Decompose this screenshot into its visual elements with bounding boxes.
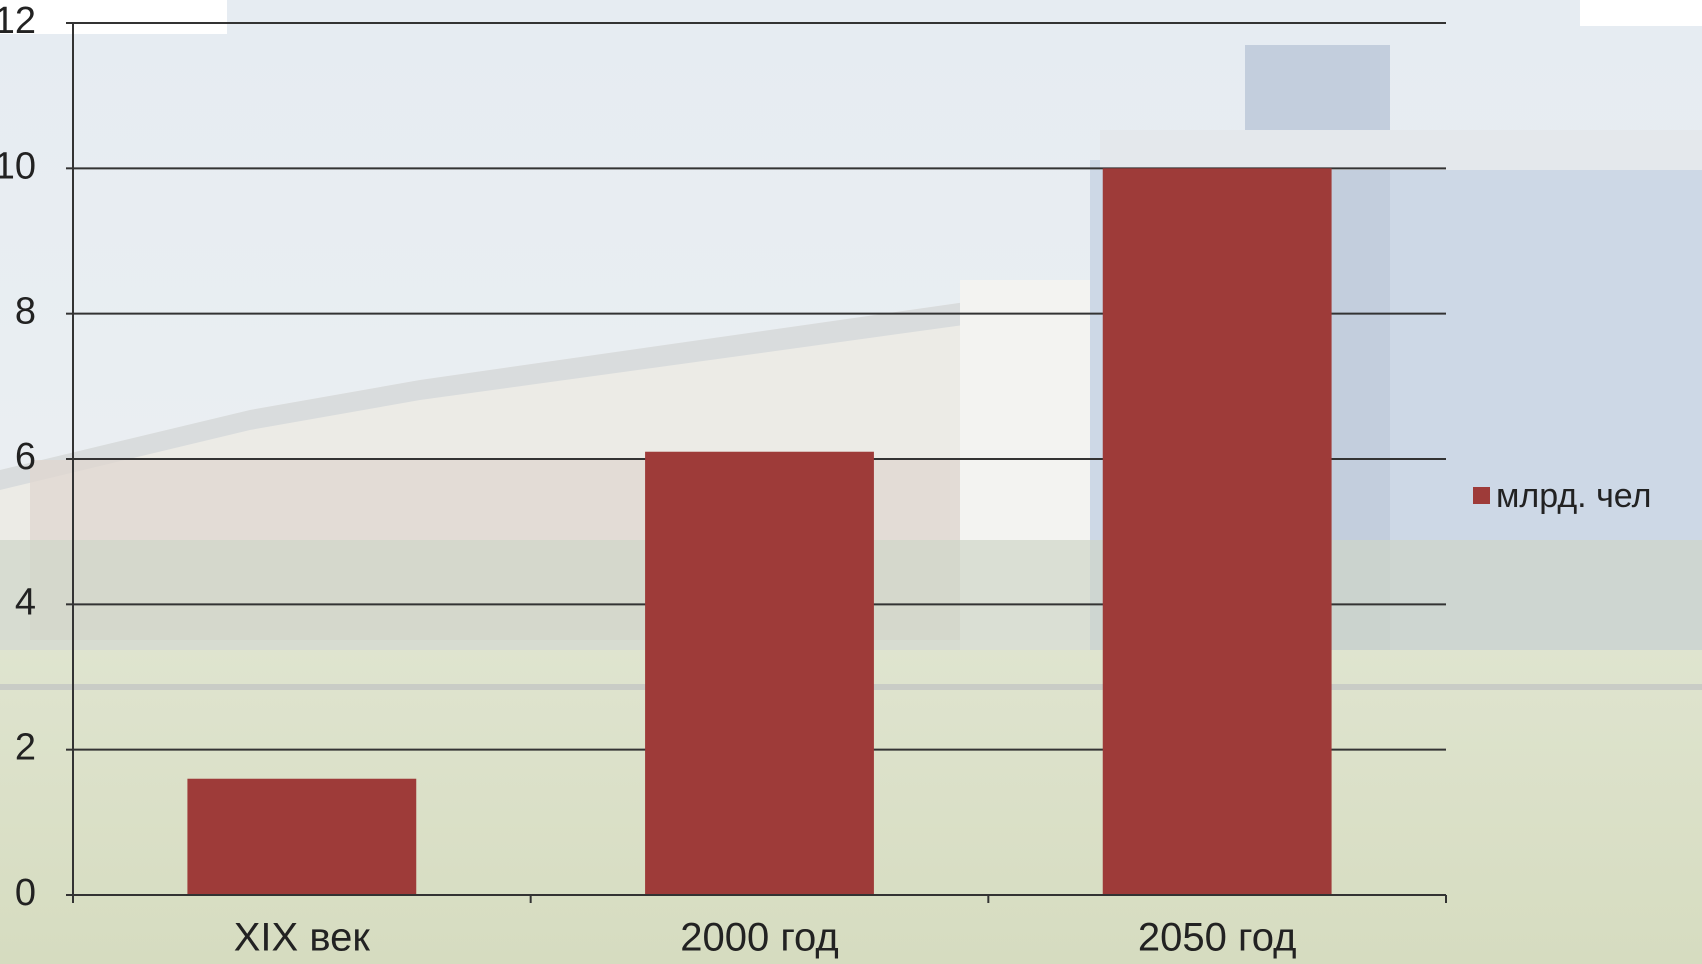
bar bbox=[645, 452, 874, 895]
chart: 0 2 4 6 8 10 12 XIX век 2000 год 2050 год млрд. че… bbox=[0, 0, 1702, 964]
y-tick-label: 2 bbox=[15, 727, 36, 769]
y-tick-label: 10 bbox=[0, 145, 36, 187]
x-tick-label: 2050 год bbox=[1138, 916, 1297, 960]
bar bbox=[1103, 168, 1332, 895]
y-tick-label: 12 bbox=[0, 0, 36, 42]
x-tick-label: 2000 год bbox=[680, 916, 839, 960]
y-tick-label: 0 bbox=[15, 872, 36, 914]
x-tick-label: XIX век bbox=[234, 916, 371, 960]
y-tick-label: 6 bbox=[15, 436, 36, 478]
legend-label: млрд. чел bbox=[1496, 477, 1651, 515]
y-tick-label: 8 bbox=[15, 291, 36, 333]
y-tick-label: 4 bbox=[15, 581, 36, 623]
legend-swatch bbox=[1473, 487, 1490, 504]
bar bbox=[187, 779, 416, 895]
